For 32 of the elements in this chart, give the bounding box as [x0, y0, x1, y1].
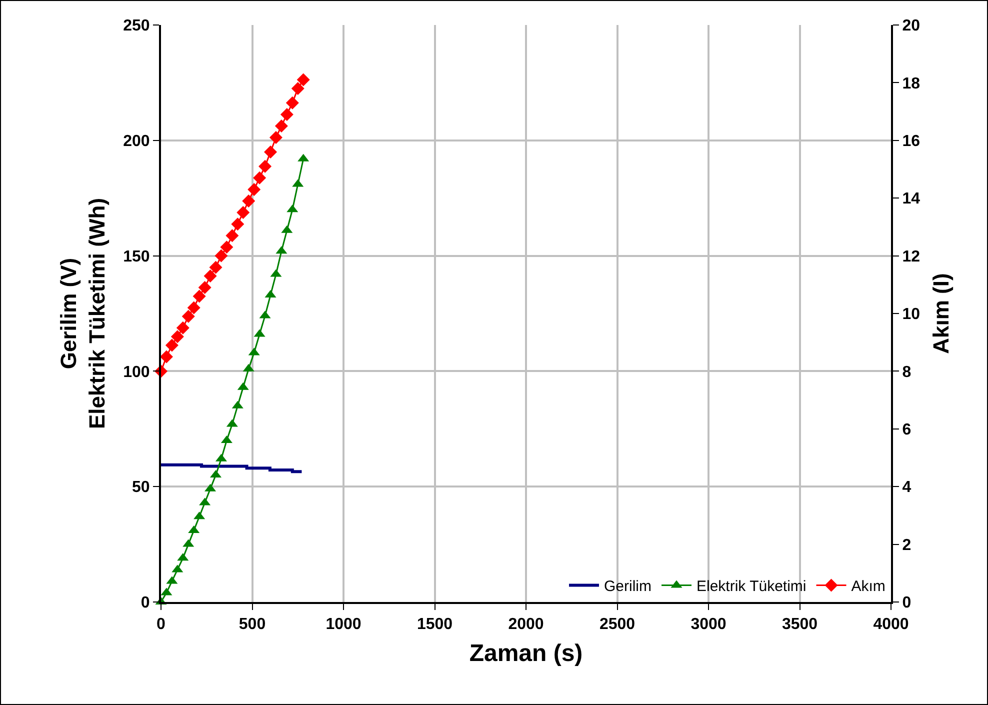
x-tick-label: 4000 [873, 616, 909, 634]
y-tick-label: 250 [123, 18, 150, 35]
y-axis-title: Gerilim (V) Elektrik Tüketimi (Wh) [56, 198, 110, 430]
x-tick-label: 1000 [326, 616, 362, 634]
x-tick-label: 2000 [508, 616, 544, 634]
x-tick-label: 2500 [599, 616, 636, 634]
y-tick-label: 200 [123, 133, 150, 150]
y2-tick-label: 18 [902, 75, 920, 92]
y-tick-label: 100 [123, 364, 150, 381]
y2-tick-label: 4 [902, 479, 912, 496]
y-tick-label: 50 [132, 479, 150, 496]
y2-tick-label: 8 [902, 364, 912, 381]
x-tick-label: 500 [238, 616, 266, 634]
y2-tick-label: 0 [902, 594, 912, 612]
y-tick-label: 150 [123, 248, 150, 266]
legend-label: Akım [851, 578, 886, 596]
y-tick-label: 0 [140, 594, 150, 612]
x-tick-label: 1500 [416, 616, 453, 634]
x-tick-label: 3500 [782, 616, 818, 634]
legend-label: Gerilim [604, 578, 652, 596]
y2-tick-label: 14 [902, 190, 920, 208]
y2-tick-label: 10 [902, 306, 920, 324]
y2-tick-label: 12 [902, 248, 920, 266]
y2-tick-label: 20 [902, 18, 920, 35]
y2-axis-title: Akım (I) [928, 273, 954, 354]
y2-tick-label: 6 [902, 422, 912, 438]
x-axis-title: Zaman (s) [469, 640, 583, 667]
y2-tick-label: 2 [902, 536, 912, 554]
legend-label: Elektrik Tüketimi [696, 578, 806, 596]
y2-tick-label: 16 [902, 133, 920, 150]
x-tick-label: 3000 [690, 616, 726, 634]
x-tick-label: 0 [156, 616, 166, 634]
